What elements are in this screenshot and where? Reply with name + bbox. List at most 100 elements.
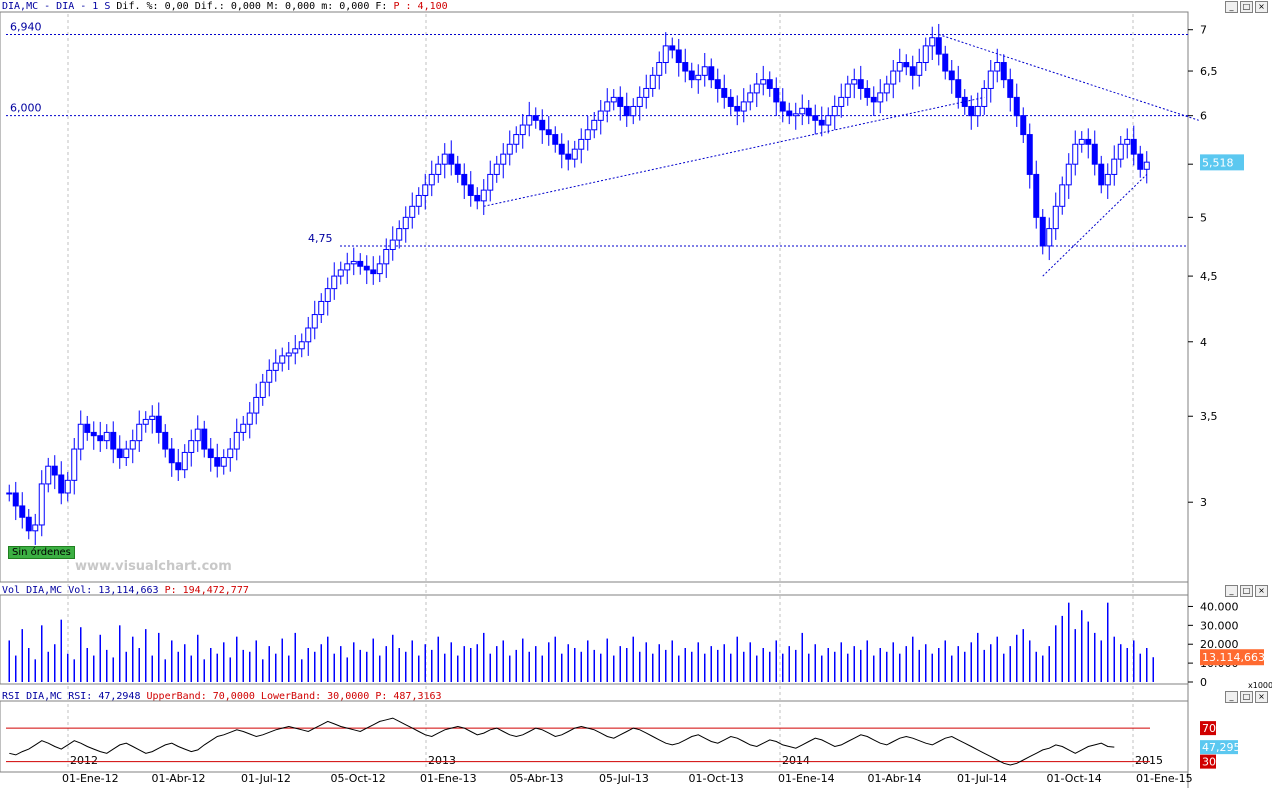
candle-body — [519, 124, 526, 136]
candle-body — [1007, 79, 1014, 98]
trendline-resistance — [938, 34, 1199, 121]
candle-body — [1046, 228, 1053, 247]
candle-body — [1059, 184, 1066, 207]
candle-body — [415, 194, 422, 207]
candle-body — [344, 263, 351, 271]
candle-body — [649, 74, 656, 89]
candle-body — [903, 62, 910, 68]
candle-body — [233, 431, 240, 450]
f-label: F: — [375, 1, 388, 12]
candle-body — [1072, 143, 1079, 165]
candle-body — [422, 184, 429, 196]
candle-body — [441, 153, 448, 165]
candle-body — [207, 448, 214, 459]
candle-body — [474, 194, 481, 202]
candle-body — [877, 92, 884, 103]
candle-body — [864, 87, 871, 98]
volume-tick-label: 20.000 — [1200, 638, 1239, 651]
candle-body — [103, 431, 110, 442]
x-tick-label: 01-Jul-14 — [957, 772, 1007, 785]
candle-body — [584, 129, 591, 140]
volume-maximize-button[interactable]: □ — [1240, 585, 1253, 597]
price-tick-label: 6,5 — [1200, 65, 1218, 78]
last-price-label: 5,518 — [1202, 156, 1234, 169]
candle-body — [805, 107, 812, 117]
candle-body — [97, 435, 104, 442]
symbol-label: DIA,MC - DIA - 1 S — [2, 1, 111, 12]
x-tick-label: 01-Jul-12 — [241, 772, 291, 785]
candle-body — [1033, 173, 1040, 218]
candle-body — [25, 516, 32, 532]
volume-window-controls: _ □ × — [1225, 585, 1268, 597]
candle-body — [1130, 138, 1137, 155]
candle-body — [175, 462, 182, 471]
maximize-button[interactable]: □ — [1240, 1, 1253, 13]
year-label: 2014 — [782, 754, 810, 767]
volume-minimize-button[interactable]: _ — [1225, 585, 1238, 597]
candle-body — [448, 153, 455, 165]
candle-body — [370, 269, 377, 275]
rsi-band-label: 30 — [1202, 756, 1216, 769]
minimize-button[interactable]: _ — [1225, 1, 1238, 13]
candle-body — [396, 228, 403, 241]
candle-body — [129, 440, 136, 450]
candle-body — [916, 62, 923, 76]
sin-ordenes-badge[interactable]: Sin órdenes — [8, 546, 75, 559]
rsi-lower: LowerBand: 30,0000 — [260, 691, 370, 702]
candle-body — [493, 163, 500, 175]
candle-body — [376, 263, 383, 275]
x-tick-label: 01-Ene-14 — [778, 772, 835, 785]
watermark: www.visualchart.com — [75, 559, 232, 574]
candle-body — [987, 70, 994, 89]
x-tick-label: 01-Abr-12 — [152, 772, 206, 785]
rsi-close-button[interactable]: × — [1255, 691, 1268, 703]
candle-body — [272, 362, 279, 371]
candle-body — [727, 96, 734, 107]
candle-body — [994, 62, 1001, 72]
price-header: DIA,MC - DIA - 1 S Dif. %: 0,00 Dif.: 0,… — [2, 1, 448, 12]
candle-body — [935, 37, 942, 55]
x-tick-label: 05-Jul-13 — [599, 772, 649, 785]
candle-body — [636, 96, 643, 107]
candle-body — [857, 79, 864, 89]
candle-body — [285, 352, 292, 357]
candle-body — [324, 288, 331, 302]
candle-body — [331, 275, 338, 290]
rsi-minimize-button[interactable]: _ — [1225, 691, 1238, 703]
candle-body — [773, 87, 780, 103]
candle-body — [610, 96, 617, 103]
candle-body — [812, 115, 819, 121]
rsi-maximize-button[interactable]: □ — [1240, 691, 1253, 703]
candle-body — [350, 260, 357, 265]
price-tick-label: 4 — [1200, 336, 1207, 349]
candle-body — [948, 70, 955, 81]
rsi-band-badge — [1200, 721, 1216, 736]
candle-body — [357, 260, 364, 267]
candle-body — [506, 143, 513, 155]
price-hline-label: 4,75 — [308, 232, 333, 245]
candle-body — [662, 45, 669, 64]
year-label: 2012 — [70, 754, 98, 767]
m2-label: m: 0,000 — [321, 1, 370, 12]
candle-body — [734, 105, 741, 112]
candle-body — [760, 79, 767, 85]
last-rsi-badge — [1200, 740, 1238, 755]
volume-unit: x1000 — [1248, 681, 1272, 690]
candle-body — [110, 431, 117, 450]
year-label: 2013 — [428, 754, 456, 767]
candle-body — [6, 492, 13, 495]
volume-close-button[interactable]: × — [1255, 585, 1268, 597]
candle-body — [58, 474, 65, 494]
volume-header: Vol_DIA,MC Vol: 13,114,663 P: 194,472,77… — [2, 585, 249, 596]
candle-body — [220, 457, 227, 467]
volume-tick-label: 0 — [1200, 676, 1207, 689]
candle-body — [682, 62, 689, 72]
candle-body — [909, 66, 916, 76]
last-volume-label: 13.114,663 — [1202, 651, 1265, 664]
candle-body — [1085, 138, 1092, 145]
candle-body — [1078, 138, 1085, 145]
candle-body — [253, 396, 260, 414]
dif-label: Dif. — [116, 1, 141, 12]
close-button[interactable]: × — [1255, 1, 1268, 13]
